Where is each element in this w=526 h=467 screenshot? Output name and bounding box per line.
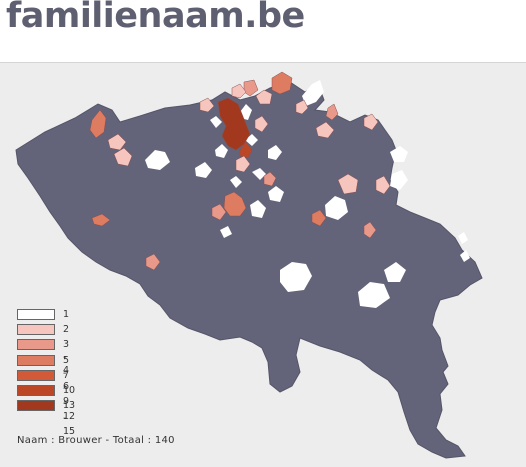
legend-label: 1: [63, 309, 70, 320]
legend-swatch: [17, 369, 55, 381]
site-logo[interactable]: familienaam.be: [6, 0, 305, 36]
legend-swatch: [17, 339, 55, 351]
regions-no-data: [145, 80, 470, 308]
legend-label: 13 - 15: [63, 400, 76, 438]
legend-swatch: [17, 324, 55, 336]
legend-label: 2: [63, 324, 70, 336]
legend-swatch: [17, 384, 55, 396]
legend-label: 7 - 9: [63, 369, 70, 407]
belgium-map: [15, 71, 483, 459]
site-header: familienaam.be: [0, 0, 526, 63]
legend-label: 5 - 6: [63, 354, 70, 392]
legend-swatch: [17, 309, 55, 320]
legend-swatch: [17, 400, 55, 412]
name-total-caption: Naam : Brouwer - Totaal : 140: [17, 435, 175, 446]
regions-with-data: [89, 71, 391, 271]
legend-swatch: [17, 354, 55, 366]
legend-label: 3 - 4: [63, 339, 70, 377]
legend-label: 10 - 12: [63, 384, 76, 422]
